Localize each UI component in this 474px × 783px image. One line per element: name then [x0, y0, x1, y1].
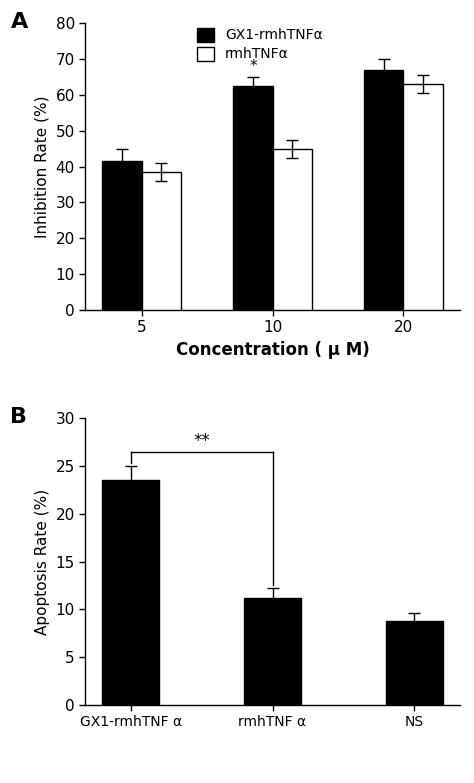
Text: A: A — [10, 12, 27, 32]
X-axis label: Concentration ( μ M): Concentration ( μ M) — [176, 341, 369, 359]
Y-axis label: Inhibition Rate (%): Inhibition Rate (%) — [35, 96, 50, 238]
Y-axis label: Apoptosis Rate (%): Apoptosis Rate (%) — [35, 489, 50, 635]
Legend: GX1-rmhTNFα, rmhTNFα: GX1-rmhTNFα, rmhTNFα — [197, 27, 323, 61]
Bar — [233, 86, 273, 310]
Bar — [386, 621, 443, 705]
Text: *: * — [249, 59, 257, 74]
Bar — [403, 85, 443, 310]
Bar — [102, 481, 159, 705]
Bar — [273, 149, 312, 310]
Text: **: ** — [193, 432, 210, 450]
Bar — [244, 598, 301, 705]
Bar — [364, 70, 403, 310]
Bar — [102, 161, 142, 310]
Bar — [142, 172, 181, 310]
Text: B: B — [10, 407, 27, 427]
